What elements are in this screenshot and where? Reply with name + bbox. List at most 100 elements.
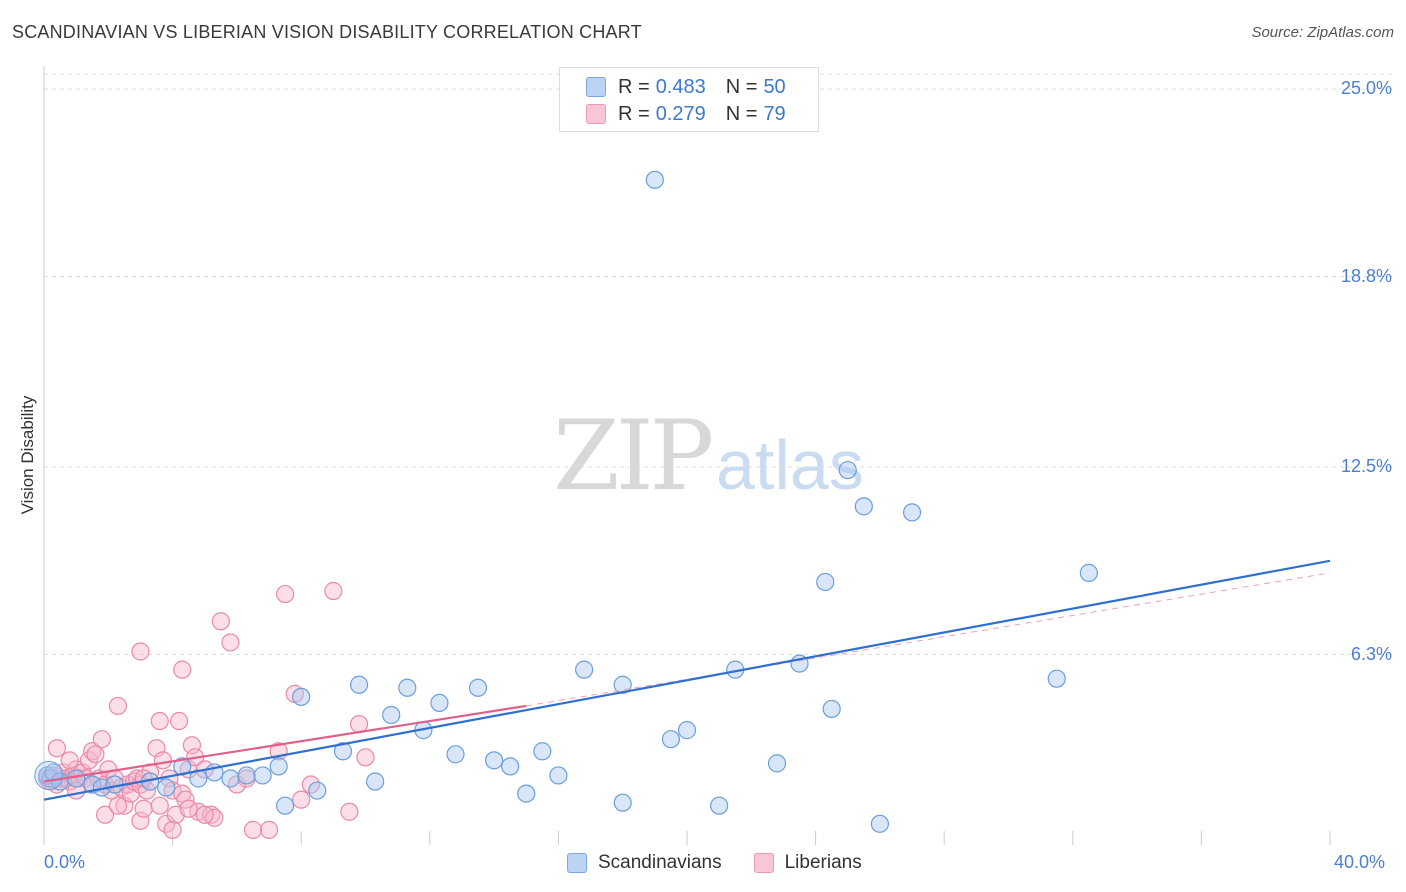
liberian-point [340,802,359,821]
scandinavian-cluster-point [34,760,64,790]
liberian-point [349,714,369,734]
legend-r-label: R = [618,75,650,98]
scandinavian-trend-line [43,559,1331,801]
chart-title: SCANDINAVIAN VS LIBERIAN VISION DISABILI… [12,22,642,42]
scandinavian-point [382,705,401,725]
liberian-point [179,799,198,818]
watermark-zip: ZIP [553,400,714,512]
scandinavian-point [276,796,295,815]
legend-n-value: 79 [763,102,786,125]
legend-item-scandinavians[interactable]: Scandinavians [567,852,722,874]
scandinavian-point [816,572,835,592]
liberian-point [153,751,173,770]
scandinavian-point [292,687,311,706]
scandinavian-point [902,503,922,522]
y-tick-label: 18.8% [1340,265,1392,286]
scandinavian-point [661,730,681,749]
scandinavian-point [767,754,787,773]
scandinavian-point [430,693,449,712]
scandinavian-point [533,742,552,761]
liberian-point [134,799,153,818]
correlation-legend: R = 0.483 N = 50 R = 0.279 N = 79 [559,67,819,132]
y-tick-label: 25.0% [1340,78,1392,99]
scandinavian-point [253,766,272,785]
y-axis-label: Vision Disability [18,395,37,515]
legend-r-value: 0.279 [655,102,706,125]
liberian-point [169,711,189,731]
legend-n-label: N = [725,75,758,98]
scandinavian-point [575,660,594,679]
scandinavian-point [269,757,288,776]
legend-swatch-blue [567,853,587,873]
scandinavian-point [549,766,568,785]
scandinavian-point [398,678,417,697]
scandinavian-point [613,793,632,812]
legend-label-scandinavians: Scandinavians [598,852,722,873]
scandinavian-point [237,766,256,785]
liberian-point [292,790,311,809]
scandinavian-point [221,769,240,788]
scandinavian-point [468,678,488,697]
liberian-point [47,739,66,758]
legend-label-liberians: Liberians [784,852,862,873]
y-tick-label: 12.5% [1340,456,1392,477]
x-tick-label-min: 0.0% [44,852,86,872]
liberian-point [324,581,343,601]
liberian-trend-line [43,704,527,783]
liberian-point [60,751,79,770]
series-legend: Scandinavians Liberians [567,852,894,874]
liberian-point [95,805,115,824]
scandinavian-point [157,778,176,797]
legend-swatch-pink [586,104,606,124]
liberian-point [202,805,221,824]
scandinavian-point [822,699,841,719]
legend-item-liberians[interactable]: Liberians [753,852,862,874]
scandinavian-point [1079,563,1098,582]
scandinavian-point [677,721,697,740]
liberian-point [356,748,375,767]
scandinavian-point [366,772,385,791]
legend-row-liberians: R = 0.279 N = 79 [586,102,786,126]
legend-swatch-blue [586,77,606,97]
liberian-point [259,820,279,839]
legend-n-label: N = [725,102,758,125]
legend-row-scandinavians: R = 0.483 N = 50 [586,75,786,99]
liberian-trend-extension [526,572,1331,707]
liberian-point [86,745,105,764]
watermark-atlas: atlas [716,426,864,504]
scandinavian-point [485,751,504,770]
scandinavian-point [517,784,536,803]
scandinavian-point [446,745,465,764]
liberian-point [150,711,169,731]
liberian-point [211,612,230,631]
scandinavian-point [333,742,353,761]
scandinavian-point [1047,669,1066,688]
liberian-point [131,642,150,661]
legend-r-value: 0.483 [655,75,706,98]
liberian-point [92,730,111,749]
y-tick-label: 6.3% [1350,643,1392,664]
x-tick-label-max: 40.0% [1334,852,1386,872]
liberian-point [108,696,128,716]
scandinavian-point [501,757,520,776]
scandinavian-point [854,497,873,516]
legend-r-label: R = [618,102,650,125]
liberian-point [108,796,128,815]
scandinavian-point [645,170,664,189]
scandinavian-point [308,781,327,800]
liberian-point [243,820,263,839]
liberian-point [173,660,192,679]
liberian-point [221,633,240,652]
scandinavian-point [710,796,729,815]
liberian-point [195,805,214,824]
legend-n-value: 50 [763,75,786,98]
liberian-point [276,584,295,604]
scandinavian-point [870,814,890,833]
legend-swatch-pink [753,853,774,873]
liberian-point [83,742,102,761]
liberian-point [150,796,169,815]
liberian-point [163,820,182,839]
scandinavian-point [349,675,369,694]
scandinavian-point [838,460,857,480]
